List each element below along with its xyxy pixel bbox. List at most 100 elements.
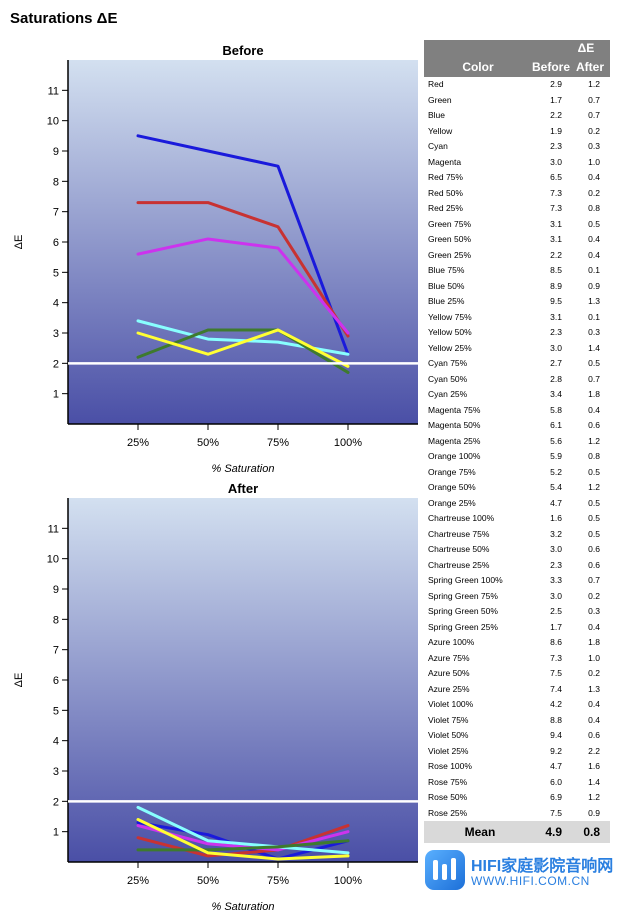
before-value: 6.5 <box>550 172 562 182</box>
after-value: 0.1 <box>588 311 600 322</box>
color-name: Green 50% <box>428 234 471 244</box>
before-value: 4.2 <box>550 699 562 709</box>
table-header-row: Color Before After <box>424 56 610 77</box>
watermark-url: WWW.HIFI.COM.CN <box>471 874 590 888</box>
color-name: Red 50% <box>428 187 463 198</box>
color-name: Red 25% <box>428 203 463 213</box>
table-row: Magenta 50% 6.1 0.6 <box>424 418 610 434</box>
table-row: Blue 25% 9.5 1.3 <box>424 294 610 310</box>
after-value: 0.9 <box>588 807 600 818</box>
after-value: 0.6 <box>588 559 600 570</box>
before-value: 8.8 <box>550 714 562 725</box>
mean-before: 4.9 <box>531 821 570 843</box>
table-row: Green 75% 3.1 0.5 <box>424 217 610 233</box>
before-value: 3.1 <box>550 311 562 322</box>
color-name: Magenta 25% <box>428 435 481 446</box>
table-row: Chartreuse 100% 1.6 0.5 <box>424 511 610 527</box>
y-tick-label: 6 <box>53 237 59 249</box>
y-tick-label: 2 <box>53 358 59 370</box>
table-row: Red 75% 6.5 0.4 <box>424 170 610 186</box>
table-row: Red 25% 7.3 0.8 <box>424 201 610 217</box>
after-value: 1.2 <box>588 792 600 802</box>
x-tick-label: 100% <box>334 437 362 449</box>
before-value: 3.3 <box>550 575 562 585</box>
table-row: Azure 100% 8.6 1.8 <box>424 635 610 651</box>
x-tick-label: 100% <box>334 875 362 887</box>
color-name: Cyan 25% <box>428 389 468 399</box>
before-value: 9.2 <box>550 745 562 756</box>
y-tick-label: 7 <box>53 207 59 219</box>
x-axis-label: % Saturation <box>212 901 275 913</box>
header-after: After <box>570 56 610 77</box>
after-value: 0.2 <box>588 187 600 198</box>
after-value: 1.8 <box>588 637 600 647</box>
x-tick-label: 75% <box>267 437 289 449</box>
before-value: 3.4 <box>550 389 562 399</box>
after-value: 0.4 <box>588 249 600 260</box>
mean-label: Mean <box>424 821 532 843</box>
table-row: Chartreuse 25% 2.3 0.6 <box>424 558 610 574</box>
before-value: 2.3 <box>550 559 562 570</box>
y-tick-label: 7 <box>53 645 59 657</box>
after-value: 0.7 <box>588 373 600 384</box>
y-tick-label: 8 <box>53 614 59 626</box>
after-value: 0.6 <box>588 420 600 430</box>
color-name: Red <box>428 79 444 89</box>
before-value: 2.5 <box>550 606 562 616</box>
color-name: Yellow <box>428 125 453 136</box>
before-value: 7.3 <box>550 187 562 198</box>
before-value: 7.5 <box>550 807 562 818</box>
series-line-magenta <box>136 237 350 335</box>
after-value: 0.3 <box>588 141 600 151</box>
after-value: 0.2 <box>588 590 600 601</box>
table-row: Yellow 75% 3.1 0.1 <box>424 310 610 326</box>
before-value: 2.3 <box>550 327 562 337</box>
series-line-yellow <box>136 818 350 861</box>
x-tick-label: 25% <box>127 875 149 887</box>
table-row: Violet 25% 9.2 2.2 <box>424 744 610 760</box>
after-value: 0.3 <box>588 606 600 616</box>
after-value: 0.5 <box>588 218 600 229</box>
before-value: 1.9 <box>550 125 562 136</box>
table-row: Azure 75% 7.3 1.0 <box>424 651 610 667</box>
after-value: 1.0 <box>588 652 600 663</box>
y-tick-label: 5 <box>53 267 59 279</box>
color-name: Rose 25% <box>428 807 468 818</box>
before-value: 5.2 <box>550 466 562 477</box>
series-line-blue <box>136 134 350 356</box>
color-name: Rose 100% <box>428 761 472 771</box>
color-name: Violet 50% <box>428 730 469 740</box>
y-tick-label: 9 <box>53 146 59 158</box>
watermark: HIFI家庭影院音响网 WWW.HIFI.COM.CN <box>425 848 625 892</box>
y-axis-label: ΔE <box>13 673 25 688</box>
before-value: 1.7 <box>550 94 562 105</box>
color-name: Blue 25% <box>428 296 465 306</box>
plot-area <box>68 60 418 424</box>
y-tick-label: 2 <box>53 796 59 808</box>
after-value: 0.4 <box>588 621 600 632</box>
after-value: 0.6 <box>588 730 600 740</box>
table-row: Green 50% 3.1 0.4 <box>424 232 610 248</box>
color-name: Azure 50% <box>428 668 470 678</box>
color-name: Spring Green 50% <box>428 606 498 616</box>
before-value: 2.8 <box>550 373 562 384</box>
after-value: 1.8 <box>588 389 600 399</box>
table-row: Spring Green 25% 1.7 0.4 <box>424 620 610 636</box>
series-line-green <box>136 839 350 852</box>
mean-row: Mean 4.9 0.8 <box>424 821 610 843</box>
after-value: 1.3 <box>588 683 600 694</box>
color-name: Spring Green 25% <box>428 621 498 632</box>
after-value: 1.2 <box>588 435 600 446</box>
y-tick-label: 3 <box>53 328 59 340</box>
color-name: Magenta <box>428 156 462 167</box>
after-value: 0.4 <box>588 699 600 709</box>
after-value: 0.7 <box>588 110 600 120</box>
color-name: Magenta 75% <box>428 404 481 415</box>
after-value: 0.6 <box>588 544 600 554</box>
y-tick-label: 11 <box>48 85 59 97</box>
chart-title: After <box>228 481 258 496</box>
table-row: Yellow 1.9 0.2 <box>424 124 610 140</box>
table-row: Cyan 2.3 0.3 <box>424 139 610 155</box>
before-value: 7.5 <box>550 668 562 678</box>
table-row: Spring Green 75% 3.0 0.2 <box>424 589 610 605</box>
